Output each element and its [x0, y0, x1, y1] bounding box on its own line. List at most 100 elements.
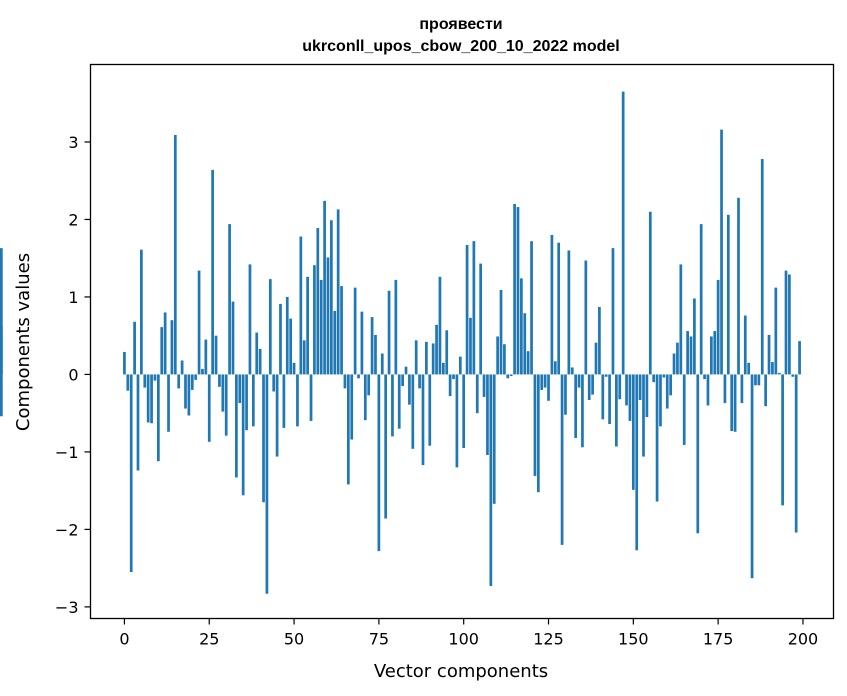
bar-component-134	[577, 374, 581, 388]
bar-component-182	[740, 374, 744, 404]
bar-component-1	[126, 374, 130, 391]
bar-component-94	[441, 362, 445, 375]
bar-component-83	[404, 366, 408, 375]
x-tick-label: 25	[199, 630, 219, 649]
x-tick-label: 0	[119, 630, 129, 649]
bar-component-63	[336, 209, 340, 375]
bar-component-7	[146, 374, 150, 423]
bar-component-49	[289, 318, 293, 375]
bar-component-6	[143, 374, 147, 388]
y-tick-label: −1	[55, 443, 79, 462]
bar-component-106	[482, 374, 486, 397]
bar-component-17	[180, 360, 184, 375]
bar-component-76	[380, 353, 384, 375]
bar-component-144	[611, 248, 615, 375]
bar-component-18	[184, 374, 187, 409]
bar-component-104	[475, 374, 479, 414]
bar-component-34	[238, 374, 242, 404]
bar-component-161	[669, 374, 672, 396]
x-axis-label: Vector components	[374, 661, 548, 682]
x-tick-label: 200	[788, 630, 819, 649]
bar-component-171	[703, 374, 706, 380]
bar-component-149	[628, 374, 632, 421]
bar-component-123	[540, 374, 544, 390]
bar-component-16	[177, 374, 181, 389]
bar-component-84	[408, 374, 411, 405]
chart-title-line-1: проявести	[419, 16, 502, 33]
bar-component-197	[791, 374, 795, 377]
bar-component-89	[425, 341, 428, 375]
bar-component-78	[387, 290, 391, 375]
bar-component-188	[760, 159, 764, 375]
x-tick-label: 125	[533, 630, 564, 649]
bar-component-140	[598, 307, 601, 375]
bar-component-19	[187, 374, 191, 416]
bar-component-27	[214, 335, 218, 375]
bar-component-64	[340, 286, 343, 375]
bar-component-57	[316, 227, 320, 375]
y-tick-label: −3	[55, 598, 79, 617]
chart-title-line-2: ukrconll_upos_cbow_200_10_2022 model	[302, 38, 619, 55]
bar-component-185	[750, 374, 754, 579]
bar-component-56	[313, 265, 316, 375]
bar-component-125	[547, 374, 550, 401]
bar-component-110	[496, 336, 499, 375]
bar-component-173	[710, 336, 713, 375]
bar-component-109	[492, 374, 496, 504]
bar-component-72	[367, 374, 371, 396]
y-tick-label: 3	[68, 133, 78, 152]
x-tick-label: 175	[703, 630, 734, 649]
bar-component-162	[672, 353, 676, 375]
bar-component-100	[462, 374, 466, 449]
bar-component-75	[377, 374, 381, 552]
bar-component-54	[306, 276, 309, 375]
bar-component-181	[737, 197, 740, 375]
bar-component-119	[526, 351, 530, 375]
bar-component-115	[513, 203, 516, 375]
bar-component-170	[699, 224, 703, 375]
bar-component-166	[686, 331, 689, 375]
bar-component-46	[279, 303, 282, 375]
bar-component-151	[635, 374, 639, 551]
bar-component-159	[662, 374, 666, 378]
bar-component-73	[370, 317, 374, 375]
bar-component-39	[255, 332, 259, 375]
bar-component-108	[489, 374, 493, 586]
bar-component-146	[618, 374, 622, 400]
bar-component-26	[211, 169, 214, 375]
bar-component-90	[428, 374, 432, 446]
bar-component-37	[248, 264, 252, 375]
bar-component-132	[570, 367, 574, 375]
bar-component-51	[296, 374, 299, 427]
bar-component-190	[767, 334, 771, 375]
bar-component-129	[560, 374, 564, 545]
bar-component-141	[601, 374, 605, 420]
bar-component-192	[774, 287, 778, 375]
bar-component-101	[465, 245, 469, 375]
bar-component-70	[360, 311, 364, 375]
bar-component-135	[581, 374, 584, 448]
bar-component-142	[604, 374, 608, 377]
bar-component-21	[194, 374, 198, 380]
bar-component-114	[509, 374, 513, 376]
bar-component-172	[706, 374, 710, 406]
bar-component-180	[733, 374, 737, 432]
bar-component-136	[584, 260, 588, 375]
bar-component-60	[326, 257, 330, 375]
bar-component-4	[136, 374, 140, 471]
bar-component-152	[638, 374, 642, 400]
bar-component-53	[302, 340, 306, 375]
bar-component-117	[520, 278, 523, 375]
bar-component-121	[533, 374, 537, 476]
bar-component-177	[723, 374, 727, 404]
bar-component-105	[479, 263, 483, 375]
bar-component-71	[363, 374, 367, 421]
bar-component-118	[523, 313, 527, 375]
bar-component-30	[224, 374, 228, 436]
bar-component-52	[299, 236, 303, 375]
bar-component-95	[445, 330, 449, 375]
bar-component-13	[167, 374, 170, 432]
bar-component-96	[448, 374, 452, 397]
bar-component-143	[608, 374, 611, 425]
